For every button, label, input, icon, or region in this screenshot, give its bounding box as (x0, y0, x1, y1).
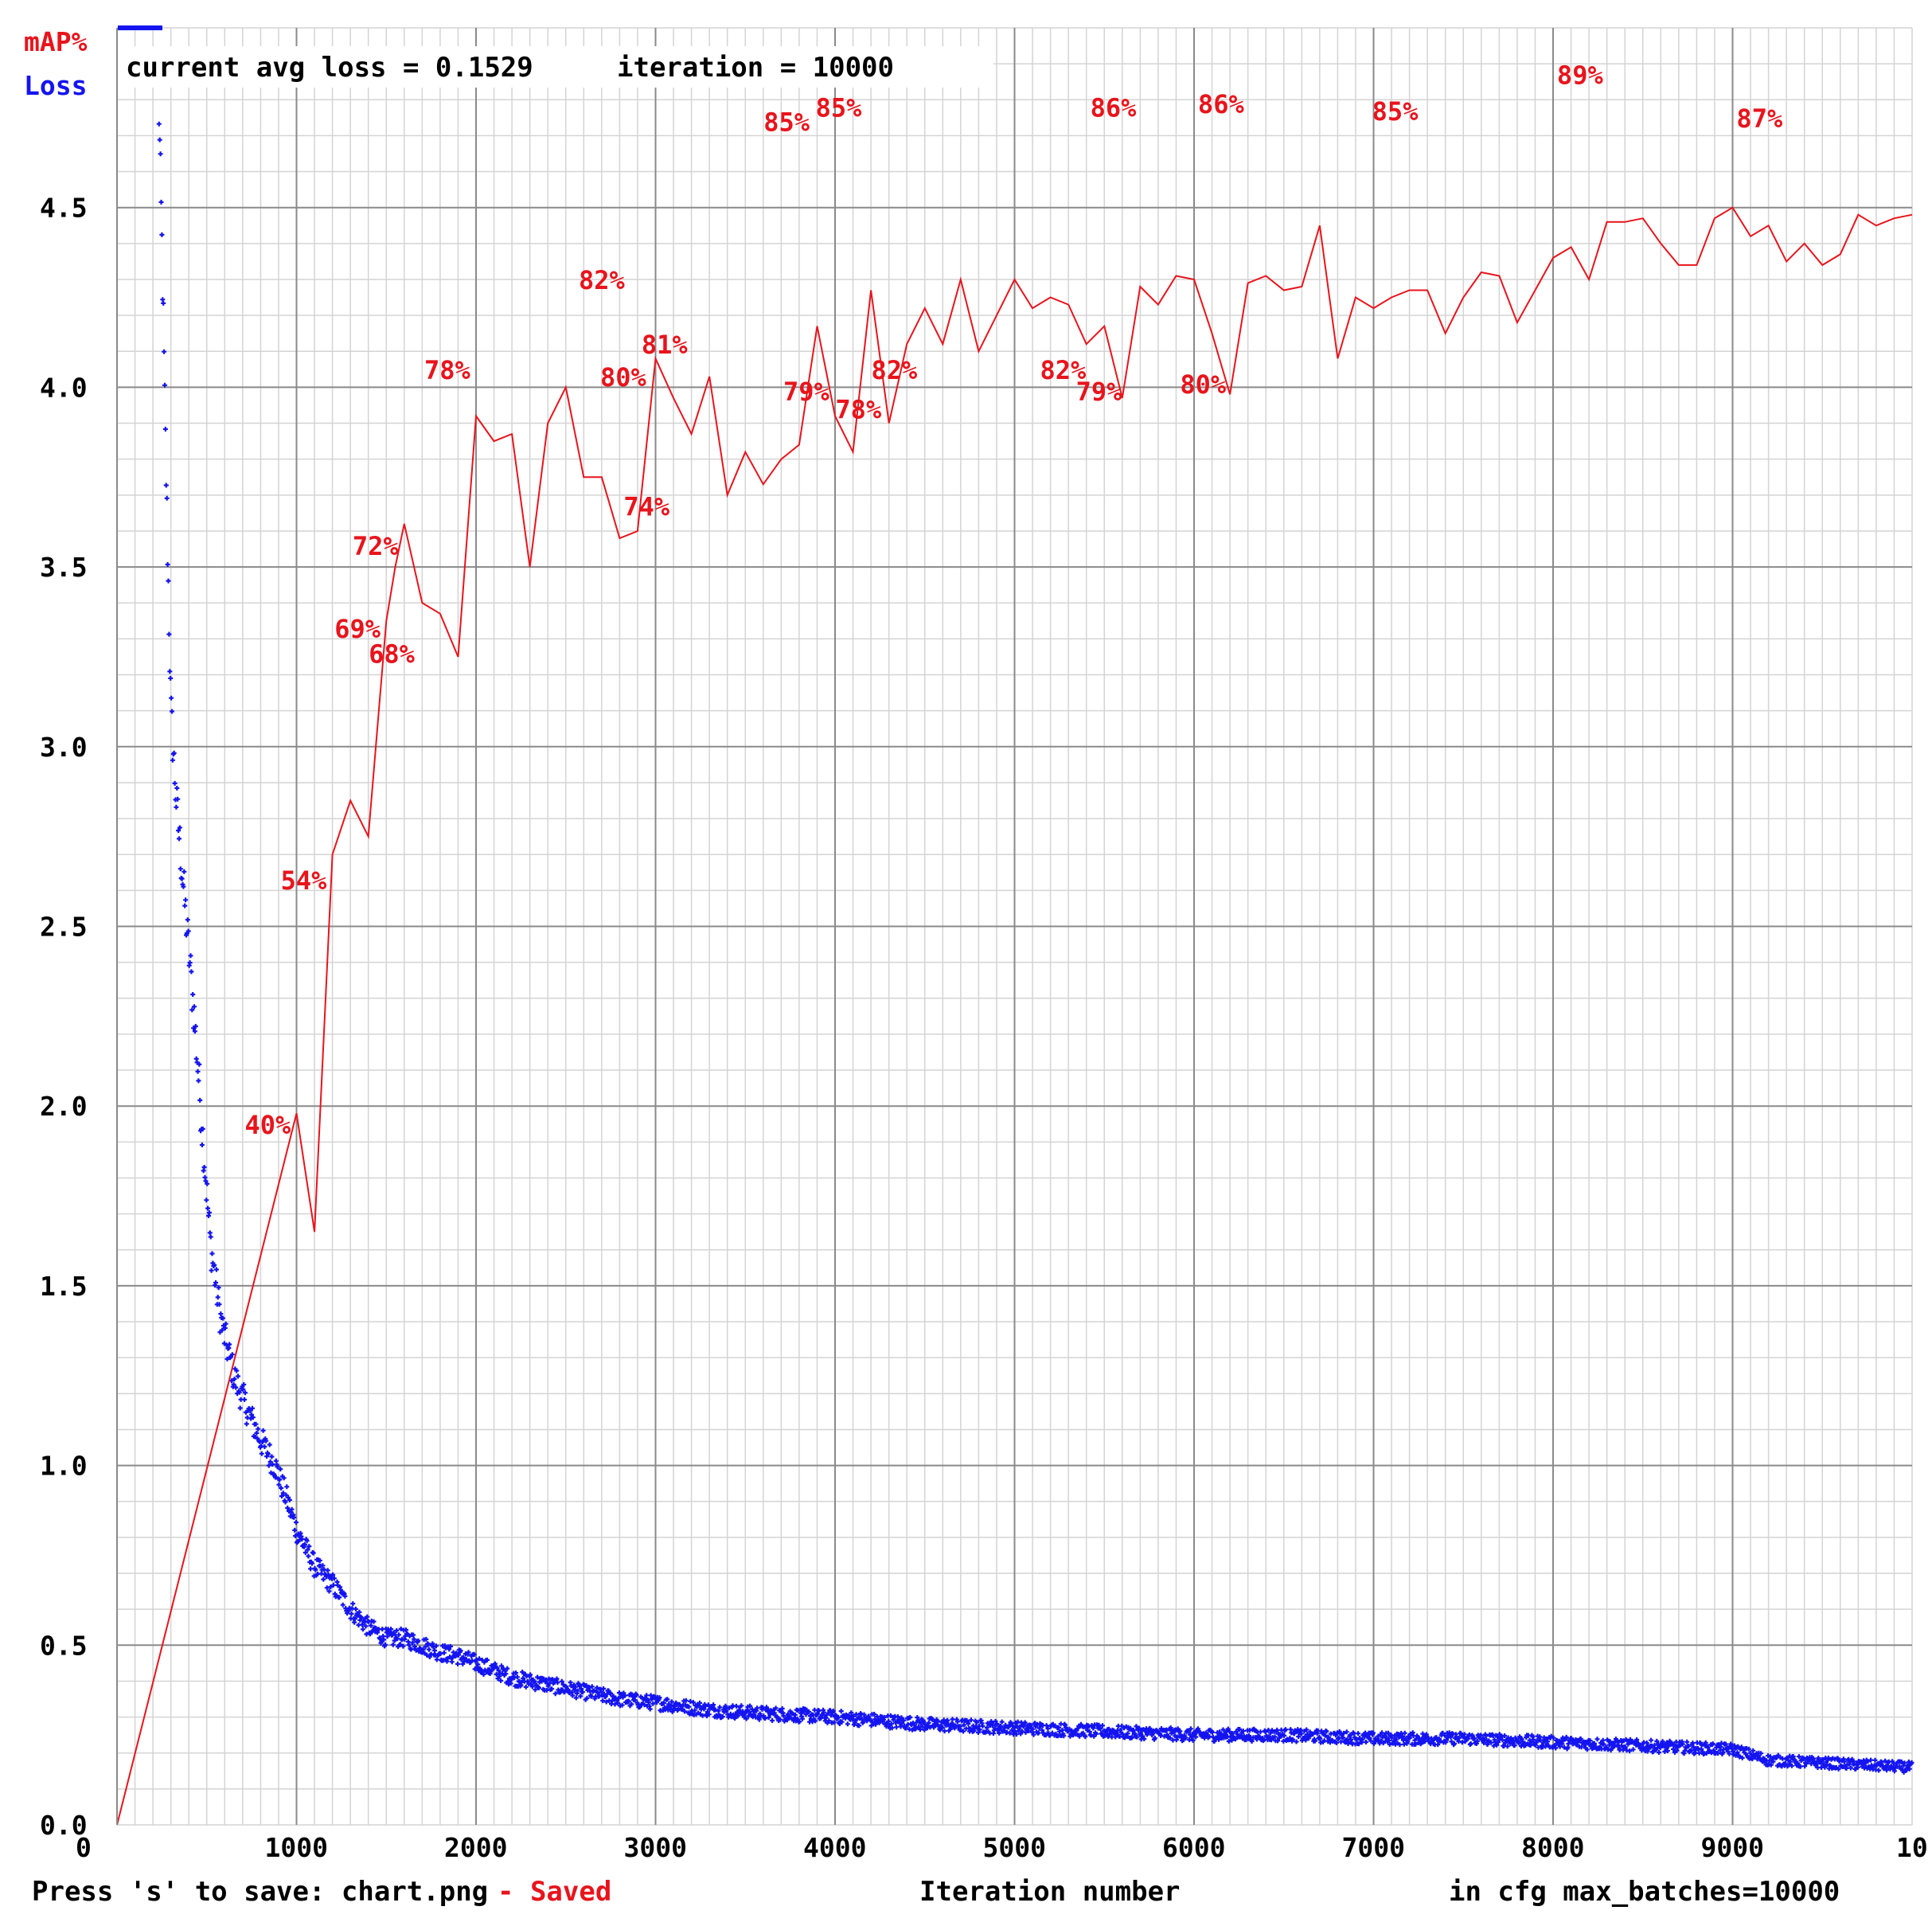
y-tick-label: 4.0 (40, 372, 88, 403)
map-annotation-label: 86% (1198, 89, 1245, 119)
current-avg-loss-text: current avg loss = 0.1529 (126, 52, 533, 84)
map-annotation-label: 82% (872, 355, 919, 385)
map-annotation-label: 79% (1076, 377, 1123, 407)
map-annotation-label: 81% (642, 330, 689, 360)
x-axis-label: Iteration number (919, 1876, 1181, 1908)
x-tick-label: 3000 (624, 1832, 687, 1863)
status-box (118, 46, 993, 88)
axes: 0.0 0.5 1.0 1.5 2.0 2.5 3.0 3.5 4.0 4.5 0 1000 2000 3… (40, 28, 1928, 1863)
map-annotation-label: 86% (1091, 92, 1138, 123)
map-annotation-label: 78% (424, 355, 471, 385)
map-annotation-label: 87% (1736, 104, 1783, 134)
map-annotation-label: 74% (623, 491, 670, 522)
x-tick-label: 6000 (1162, 1832, 1225, 1863)
y-tick-label: 2.5 (40, 912, 88, 943)
x-tick-label: 2000 (444, 1832, 507, 1863)
map-series (116, 206, 1913, 1826)
x-tick-label: 9000 (1701, 1832, 1764, 1863)
y-tick-label: 1.5 (40, 1271, 88, 1302)
y-tick-label: 0.5 (40, 1630, 88, 1661)
map-annotation-label: 68% (369, 639, 416, 669)
legend-map-label: mAP% (24, 26, 88, 57)
map-annotation-label: 85% (816, 92, 863, 123)
y-tick-label: 3.0 (40, 732, 88, 763)
x-tick-label: 4000 (803, 1832, 866, 1863)
map-annotation-label: 80% (1180, 369, 1227, 400)
press-save-text: Press 's' to save: chart.png (32, 1876, 488, 1908)
map-annotation-label: 79% (783, 377, 830, 407)
map-annotation-label: 85% (763, 107, 810, 137)
map-annotation-label: 80% (600, 362, 647, 393)
y-tick-label: 3.5 (40, 552, 88, 583)
y-tick-label: 2.0 (40, 1091, 88, 1122)
x-tick-label: 8000 (1521, 1832, 1584, 1863)
legend-loss-label: Loss (24, 70, 87, 101)
map-annotation-label: 78% (835, 394, 882, 424)
map-annotation-label: 89% (1557, 61, 1604, 91)
map-annotation-label: 82% (1040, 355, 1087, 385)
x-tick-label: 0 (76, 1832, 92, 1863)
map-annotation-label: 69% (334, 614, 381, 644)
max-batches-text: in cfg max_batches=10000 (1449, 1876, 1840, 1908)
y-tick-label: 1.0 (40, 1451, 88, 1482)
y-tick-label: 0.0 (40, 1810, 88, 1841)
x-tick-label: 10 (1896, 1832, 1928, 1863)
x-tick-label: 1000 (265, 1832, 328, 1863)
map-line (116, 206, 1913, 1826)
map-annotation-label: 54% (281, 865, 328, 896)
saved-text: - Saved (498, 1876, 611, 1908)
map-annotation-label: 40% (245, 1110, 292, 1140)
iteration-text: iteration = 10000 (617, 52, 894, 84)
major-grid (117, 28, 1912, 1825)
x-tick-label: 5000 (983, 1832, 1046, 1863)
map-annotation-label: 82% (579, 265, 626, 295)
map-annotation-label: 72% (353, 531, 400, 561)
y-tick-label: 4.5 (40, 193, 88, 224)
map-annotations: 40%54%69%68%72%78%82%80%81%74%85% 85%79%7… (245, 61, 1783, 1140)
x-tick-label: 7000 (1342, 1832, 1405, 1863)
map-annotation-label: 85% (1372, 96, 1419, 127)
